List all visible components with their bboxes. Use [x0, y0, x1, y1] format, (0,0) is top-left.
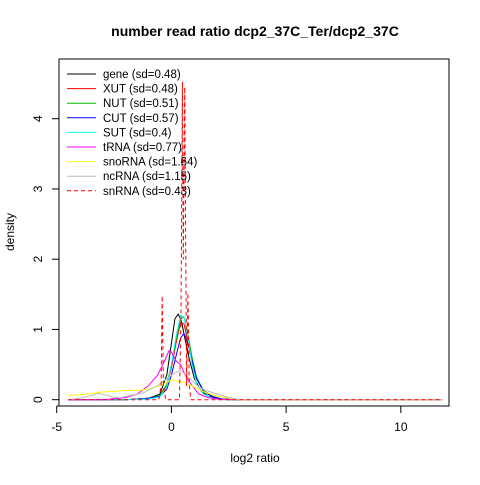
x-tick-label: 5: [283, 420, 290, 434]
series-line-7: [68, 369, 443, 401]
series-layer: [68, 81, 443, 401]
x-axis: -5 0 5 10: [51, 405, 408, 434]
legend: gene (sd=0.48) XUT (sd=0.48) NUT (sd=0.51)…: [67, 69, 197, 198]
x-tick-label: 10: [394, 420, 408, 434]
legend-label-4: SUT (sd=0.4): [103, 127, 172, 139]
y-tick-label: 0: [31, 396, 45, 403]
y-axis: 0 1 2 3 4: [31, 115, 60, 403]
series-line-8: [68, 81, 443, 401]
legend-label-2: NUT (sd=0.51): [103, 98, 179, 110]
y-tick-label: 4: [31, 115, 45, 122]
series-line-3: [68, 333, 443, 401]
y-tick-label: 1: [31, 326, 45, 333]
x-tick-label: -5: [51, 420, 62, 434]
y-axis-label: density: [3, 213, 17, 251]
x-tick-label: 0: [168, 420, 175, 434]
legend-label-0: gene (sd=0.48): [103, 69, 181, 81]
legend-label-5: tRNA (sd=0.77): [103, 142, 182, 154]
y-tick-label: 3: [31, 185, 45, 192]
legend-label-8: snRNA (sd=0.43): [103, 186, 191, 198]
legend-label-7: ncRNA (sd=1.15): [103, 171, 191, 183]
legend-label-1: XUT (sd=0.48): [103, 84, 178, 96]
legend-label-6: snoRNA (sd=1.64): [103, 157, 197, 169]
x-axis-label: log2 ratio: [230, 451, 280, 465]
chart-title: number read ratio dcp2_37C_Ter/dcp2_37C: [111, 23, 399, 39]
legend-label-3: CUT (sd=0.57): [103, 113, 179, 125]
series-line-6: [68, 379, 443, 401]
y-tick-label: 2: [31, 256, 45, 263]
